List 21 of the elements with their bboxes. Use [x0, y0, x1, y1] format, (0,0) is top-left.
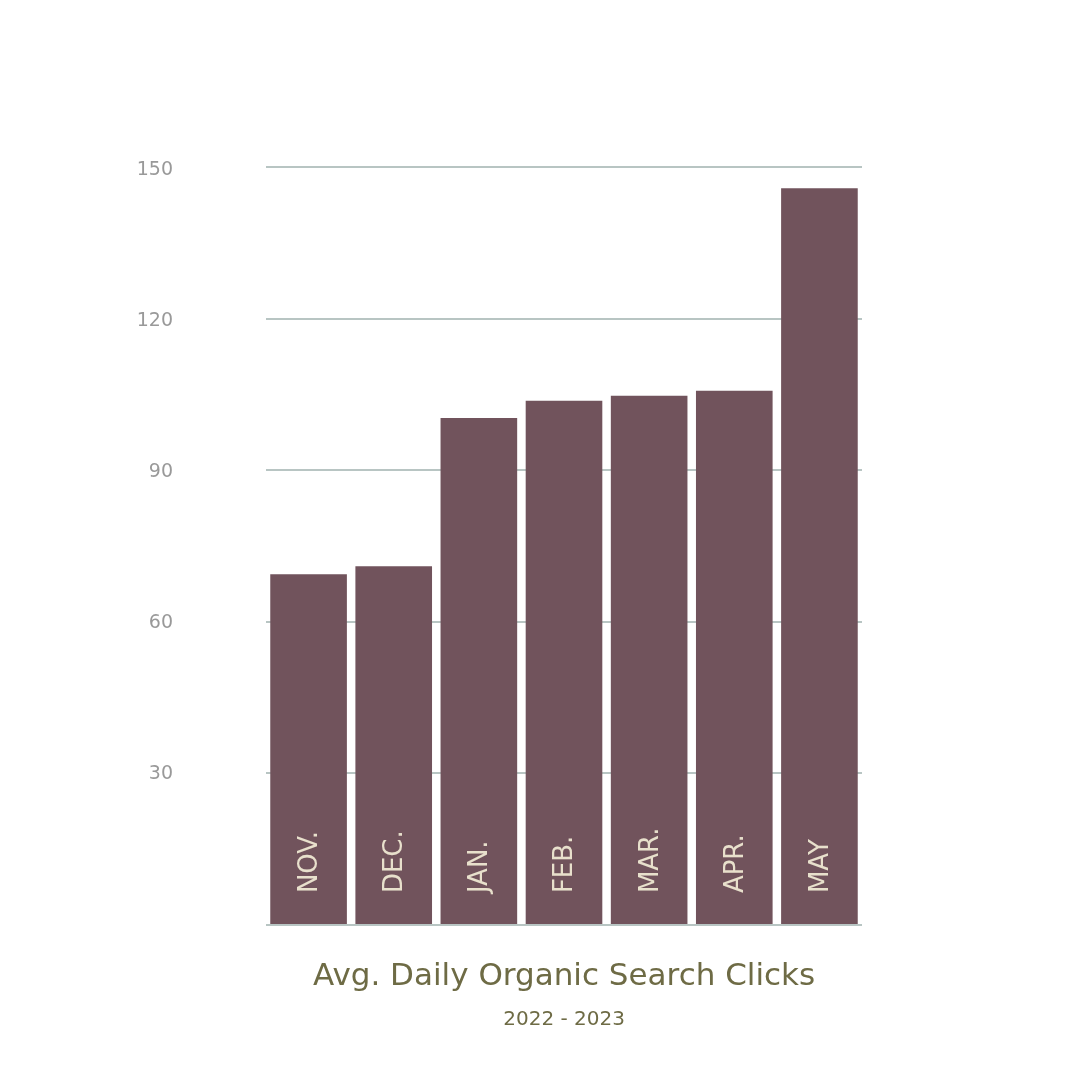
bar: [440, 417, 518, 924]
bar: [695, 390, 773, 924]
y-tick-label: 120: [136, 307, 173, 330]
x-tick-label: APR.: [718, 834, 749, 894]
bar: [270, 574, 347, 924]
x-tick-label: MAR.: [633, 827, 664, 894]
bar: [355, 566, 433, 924]
x-tick-label: JAN.: [463, 840, 494, 896]
y-tick-label: 60: [148, 610, 173, 633]
x-tick-label: NOV.: [293, 830, 324, 894]
bar: [781, 188, 858, 924]
x-tick-label: DEC.: [378, 830, 409, 894]
text: Avg. Daily Organic Search Clicks: [313, 956, 816, 992]
bar: [610, 395, 688, 924]
y-tick-label: 150: [136, 156, 173, 179]
x-tick-label: MAY: [803, 838, 834, 894]
y-tick-label: 30: [148, 761, 173, 784]
text: 2022 - 2023: [503, 1006, 625, 1031]
y-tick-label: 90: [148, 459, 173, 482]
bar: [525, 400, 603, 924]
x-tick-label: FEB.: [548, 835, 579, 894]
